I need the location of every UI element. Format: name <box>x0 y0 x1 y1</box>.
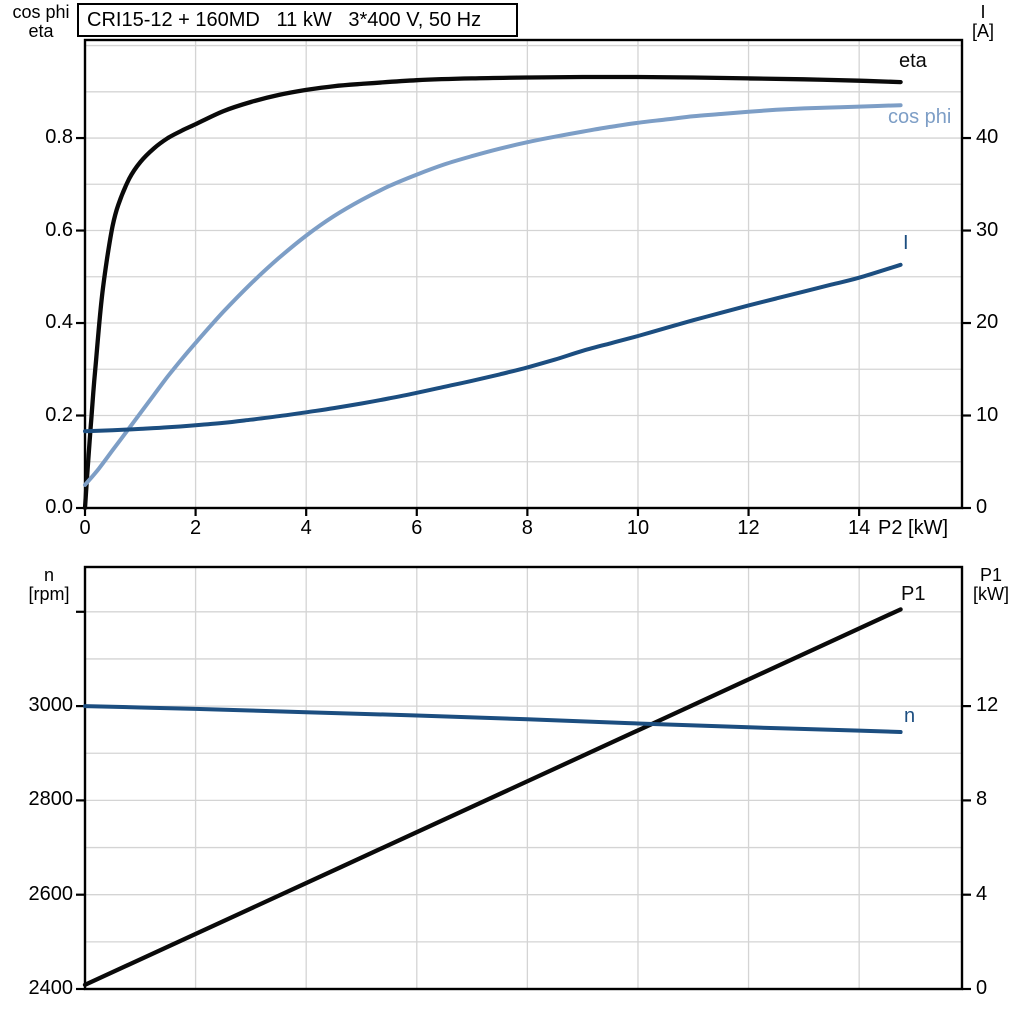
series-curve-cos-phi <box>83 103 903 487</box>
plot-frame <box>83 38 964 510</box>
chart-0 <box>76 38 971 516</box>
upper-left-axis-label-line2: eta <box>28 21 54 41</box>
chart-1 <box>76 565 971 991</box>
lower-left-axis-label-line2: [rpm] <box>28 584 70 604</box>
plot-frame <box>83 565 964 991</box>
series-curve-i <box>83 262 903 434</box>
gridlines-group <box>85 567 962 989</box>
lower-right-axis-label-line2: [kW] <box>973 584 1009 604</box>
chart-title-box: CRI15-12 + 160MD 11 kW 3*400 V, 50 Hz <box>77 3 518 37</box>
upper-right-axis-label: I [A] <box>959 3 1007 41</box>
lower-right-axis-label: P1 [kW] <box>962 566 1020 604</box>
upper-right-axis-label-line2: [A] <box>971 21 994 41</box>
lower-right-axis-label-line1: P1 <box>979 565 1003 585</box>
gridlines-group <box>85 40 962 508</box>
lower-left-axis-label-line1: n <box>43 565 54 585</box>
series-curve-n <box>83 704 903 734</box>
upper-right-axis-label-line1: I <box>980 2 986 22</box>
ticks-group <box>76 610 971 991</box>
series-curve-p1 <box>82 607 903 987</box>
chart-title: CRI15-12 + 160MD 11 kW 3*400 V, 50 Hz <box>87 8 482 31</box>
series-curve-eta <box>82 74 903 511</box>
lower-left-axis-label: n [rpm] <box>20 566 78 604</box>
ticks-group <box>76 136 971 516</box>
x-axis-label: P2 [kW] <box>878 517 949 539</box>
upper-left-axis-label: cos phi eta <box>4 3 78 41</box>
upper-left-axis-label-line1: cos phi <box>12 2 70 22</box>
